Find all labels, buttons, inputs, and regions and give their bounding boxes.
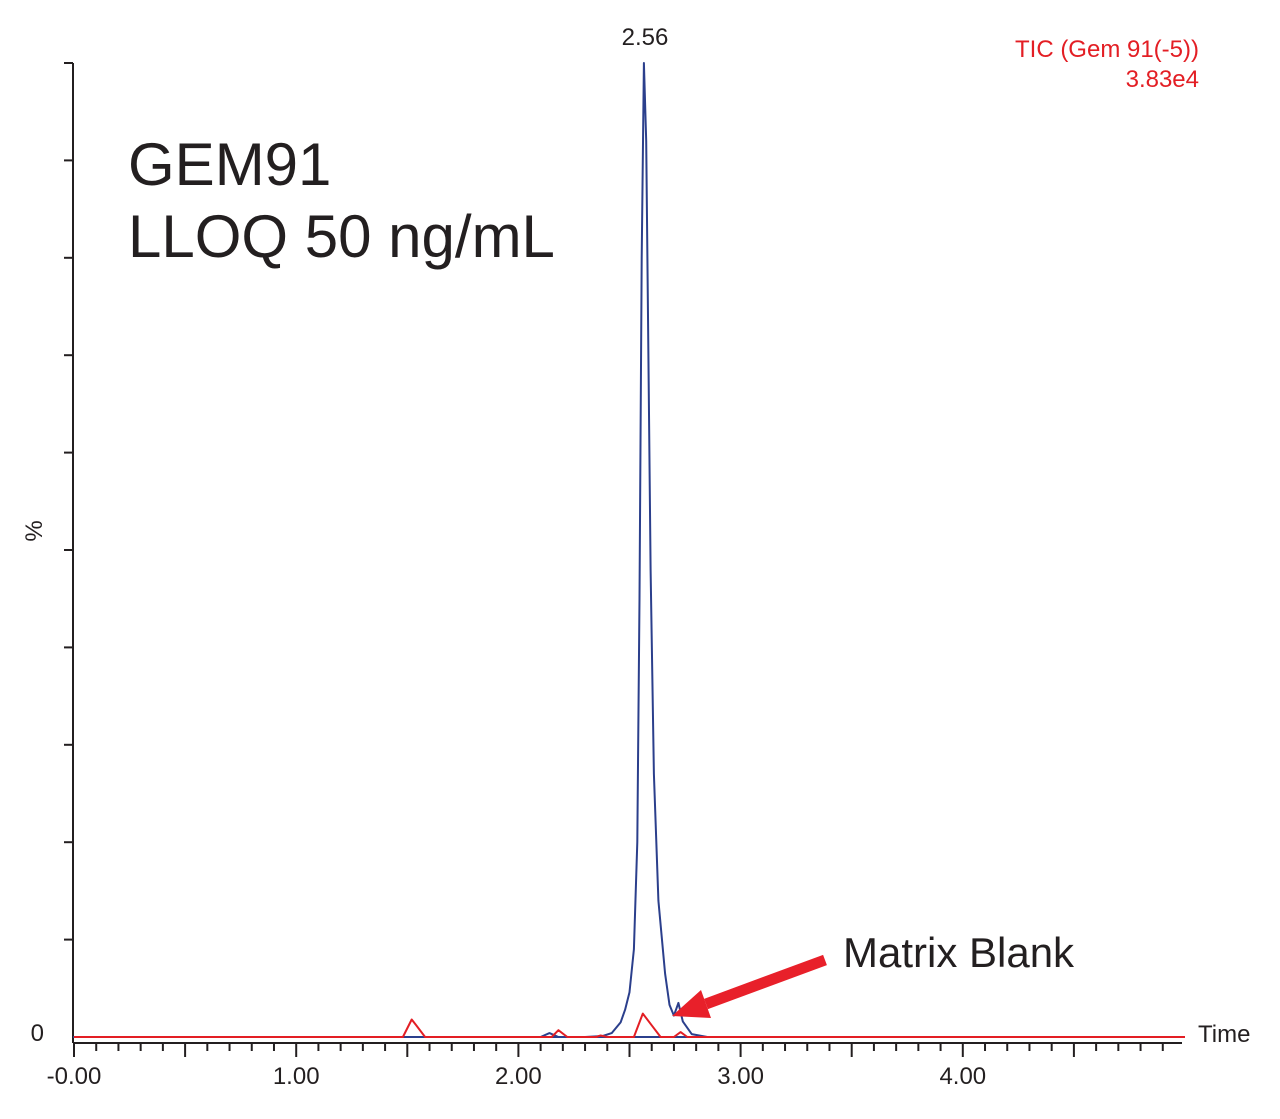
compound-annotation: GEM91 [128,131,331,198]
y-axis-title: % [21,520,48,541]
x-axis: -0.00 1.00 2.00 3.00 4.00 [47,1036,1182,1090]
series-traces [74,62,1185,1038]
x-tick-label: -0.00 [47,1063,102,1090]
matrix-blank-arrow [672,954,827,1018]
arrow-shaft [704,954,827,1010]
x-axis-title: Time [1198,1021,1250,1048]
series-line-2 [74,1012,1185,1038]
arrow-head [672,990,711,1018]
lloq-annotation: LLOQ 50 ng/mL [128,203,555,270]
x-tick-label: 1.00 [273,1063,320,1090]
matrix-blank-annotation: Matrix Blank [843,929,1075,976]
x-tick-label: 3.00 [717,1063,764,1090]
x-tick-label: 2.00 [495,1063,542,1090]
x-tick-label: 4.00 [939,1063,986,1090]
peak-label: 2.56 [622,24,669,51]
y-tick-label: 0 [31,1020,44,1047]
trace-name-label: TIC (Gem 91(-5)) [1015,36,1199,63]
trace-intensity-label: 3.83e4 [1126,66,1199,93]
y-axis: 0 [31,62,74,1047]
